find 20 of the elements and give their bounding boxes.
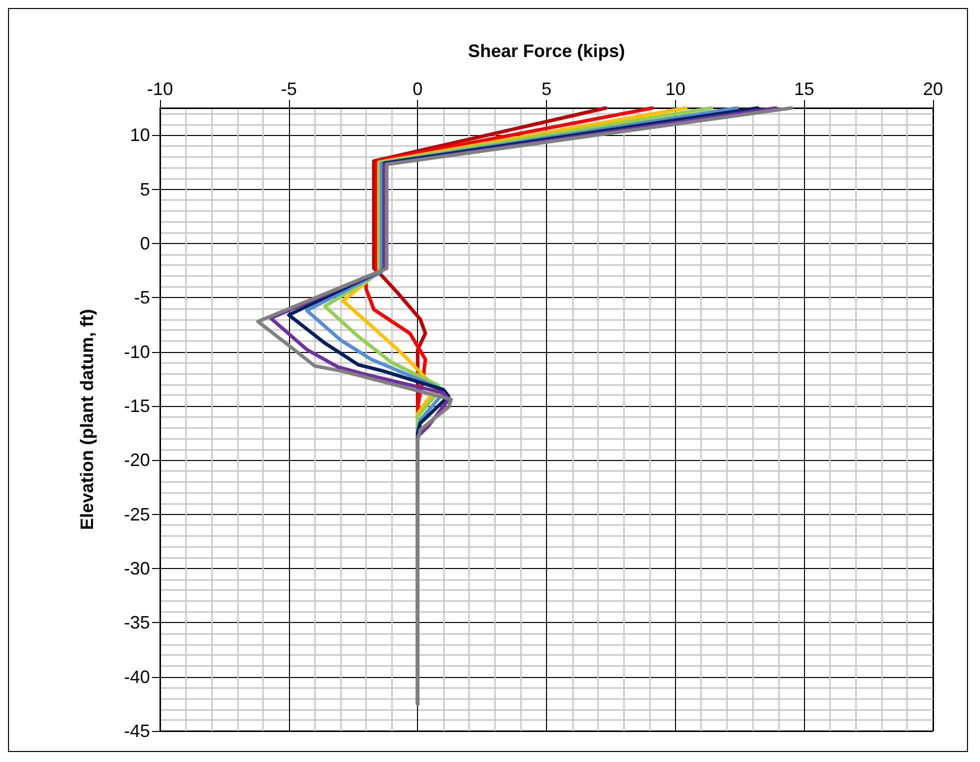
x-tick-label: -5: [280, 79, 297, 99]
y-tick-label: -40: [124, 666, 150, 687]
y-tick-label: 10: [130, 125, 150, 146]
y-tick-label: -5: [134, 288, 150, 308]
y-tick-label: -30: [124, 558, 150, 578]
y-tick-label: -45: [124, 721, 150, 741]
y-tick-label: 0: [140, 233, 150, 254]
y-tick-label: -35: [124, 612, 150, 633]
y-tick-label: -10: [124, 342, 150, 362]
x-tick-label: 10: [665, 79, 686, 99]
y-tick-label: -25: [124, 504, 150, 524]
x-tick-label: 20: [922, 79, 944, 99]
y-tick-label: -15: [124, 396, 150, 416]
x-tick-label: 0: [412, 79, 423, 99]
x-tick-label: 15: [794, 79, 814, 99]
y-axis-title: Elevation (plant datum, ft): [77, 308, 97, 530]
x-axis-title: Shear Force (kips): [468, 41, 626, 61]
y-tick-label: 5: [140, 179, 150, 200]
x-tick-label: 5: [541, 79, 552, 99]
y-tick-label: -20: [124, 450, 150, 470]
